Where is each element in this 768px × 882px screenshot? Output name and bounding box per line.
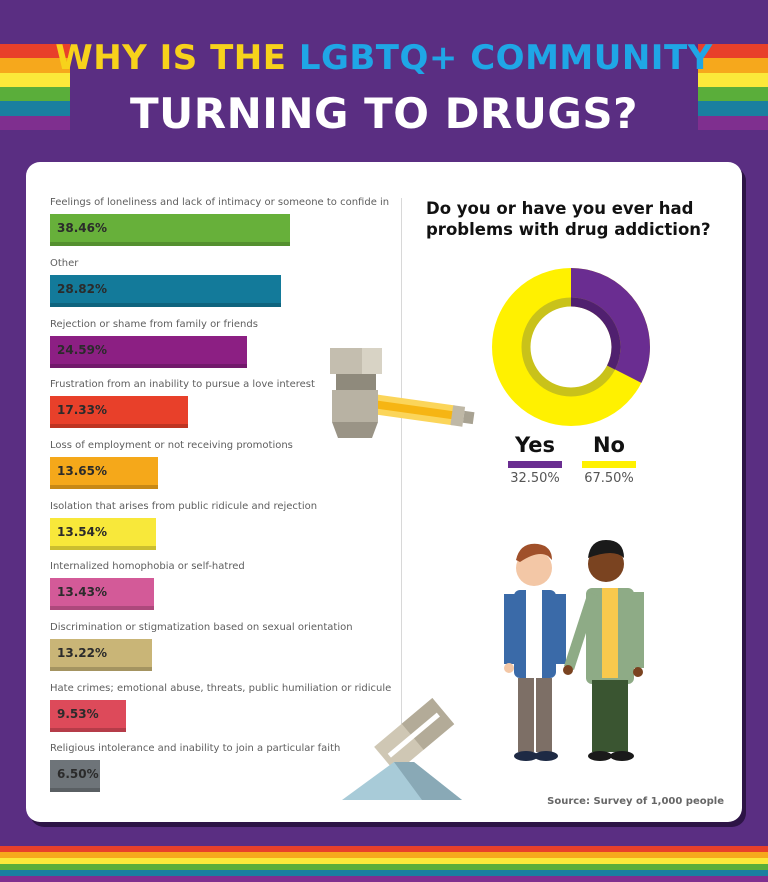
donut-segment-yes: [492, 268, 650, 426]
bar: 24.59%: [50, 336, 247, 368]
bar-value: 13.65%: [57, 464, 107, 478]
legend-no-value: 67.50%: [584, 471, 634, 486]
bar-row: Internalized homophobia or self-hatred 1…: [50, 560, 245, 610]
razor-blade-powder-icon: [342, 698, 462, 800]
bar: 28.82%: [50, 275, 281, 307]
rainbow-stripe-left: [0, 44, 70, 130]
legend-no-swatch: [582, 461, 636, 468]
bar-label: Discrimination or stigmatization based o…: [50, 622, 353, 633]
title-highlight-yellow: WHY IS THE: [55, 38, 287, 78]
page-title-line-2: TURNING TO DRUGS?: [130, 89, 638, 138]
question-title: Do you or have you ever had problems wit…: [426, 199, 711, 239]
bar-row: Isolation that arises from public ridicu…: [50, 500, 317, 550]
content-card: Feelings of loneliness and lack of intim…: [26, 162, 742, 822]
legend-yes-label: Yes: [514, 433, 556, 457]
bar: 17.33%: [50, 396, 188, 428]
bar-label: Frustration from an inability to pursue …: [50, 379, 315, 390]
legend-no-label: No: [592, 433, 625, 457]
bar-value: 24.59%: [57, 343, 107, 357]
bar-label: Feelings of loneliness and lack of intim…: [50, 197, 390, 208]
source-note: Source: Survey of 1,000 people: [547, 796, 724, 807]
couple-illustration: [504, 540, 644, 761]
bar-value: 13.54%: [57, 525, 107, 539]
bar-value: 28.82%: [57, 282, 107, 296]
rainbow-stripe-right: [698, 44, 768, 130]
legend-yes-swatch: [508, 461, 562, 468]
bar-label: Isolation that arises from public ridicu…: [50, 501, 318, 512]
bar-row: Other 28.82%: [50, 257, 281, 307]
legend-yes-value: 32.50%: [510, 471, 560, 486]
bar-label: Religious intolerance and inability to j…: [50, 743, 341, 754]
bar-label: Other: [50, 258, 79, 269]
bar-value: 38.46%: [57, 221, 107, 235]
rainbow-stripe-bottom: [0, 846, 768, 882]
bar-row: Loss of employment or not receiving prom…: [50, 439, 293, 489]
bar: 13.43%: [50, 578, 154, 610]
bar-label: Loss of employment or not receiving prom…: [50, 440, 293, 451]
bar-value: 13.43%: [57, 585, 107, 599]
bar-row: Discrimination or stigmatization based o…: [50, 621, 353, 671]
bar-label: Internalized homophobia or self-hatred: [50, 561, 245, 572]
bar-label: Rejection or shame from family or friend…: [50, 319, 258, 330]
bar-row: Frustration from an inability to pursue …: [50, 378, 315, 428]
donut-chart: [492, 268, 650, 426]
bar-row: Feelings of loneliness and lack of intim…: [50, 196, 389, 246]
column-divider: [401, 198, 402, 798]
legend-no: No 67.50%: [578, 432, 640, 486]
bar: 38.46%: [50, 214, 290, 246]
bar-row: Rejection or shame from family or friend…: [50, 318, 258, 368]
title-highlight-blue: LGBTQ+ COMMUNITY: [298, 38, 713, 78]
legend-yes: Yes 32.50%: [504, 432, 566, 486]
page-title-line-1: WHY IS THE LGBTQ+ COMMUNITY: [0, 38, 768, 78]
bar: 13.22%: [50, 639, 152, 671]
bar-row: Religious intolerance and inability to j…: [50, 742, 340, 792]
pipe-icon: [330, 348, 475, 438]
bar: 13.54%: [50, 518, 156, 550]
bar-value: 13.22%: [57, 646, 107, 660]
bar: 9.53%: [50, 700, 126, 732]
bar-value: 17.33%: [57, 403, 107, 417]
bar-row: Hate crimes; emotional abuse, threats, p…: [50, 682, 391, 732]
bar-value: 6.50%: [57, 767, 99, 781]
bar: 13.65%: [50, 457, 158, 489]
bar-label: Hate crimes; emotional abuse, threats, p…: [50, 683, 392, 694]
bar-value: 9.53%: [57, 707, 99, 721]
bar: 6.50%: [50, 760, 100, 792]
